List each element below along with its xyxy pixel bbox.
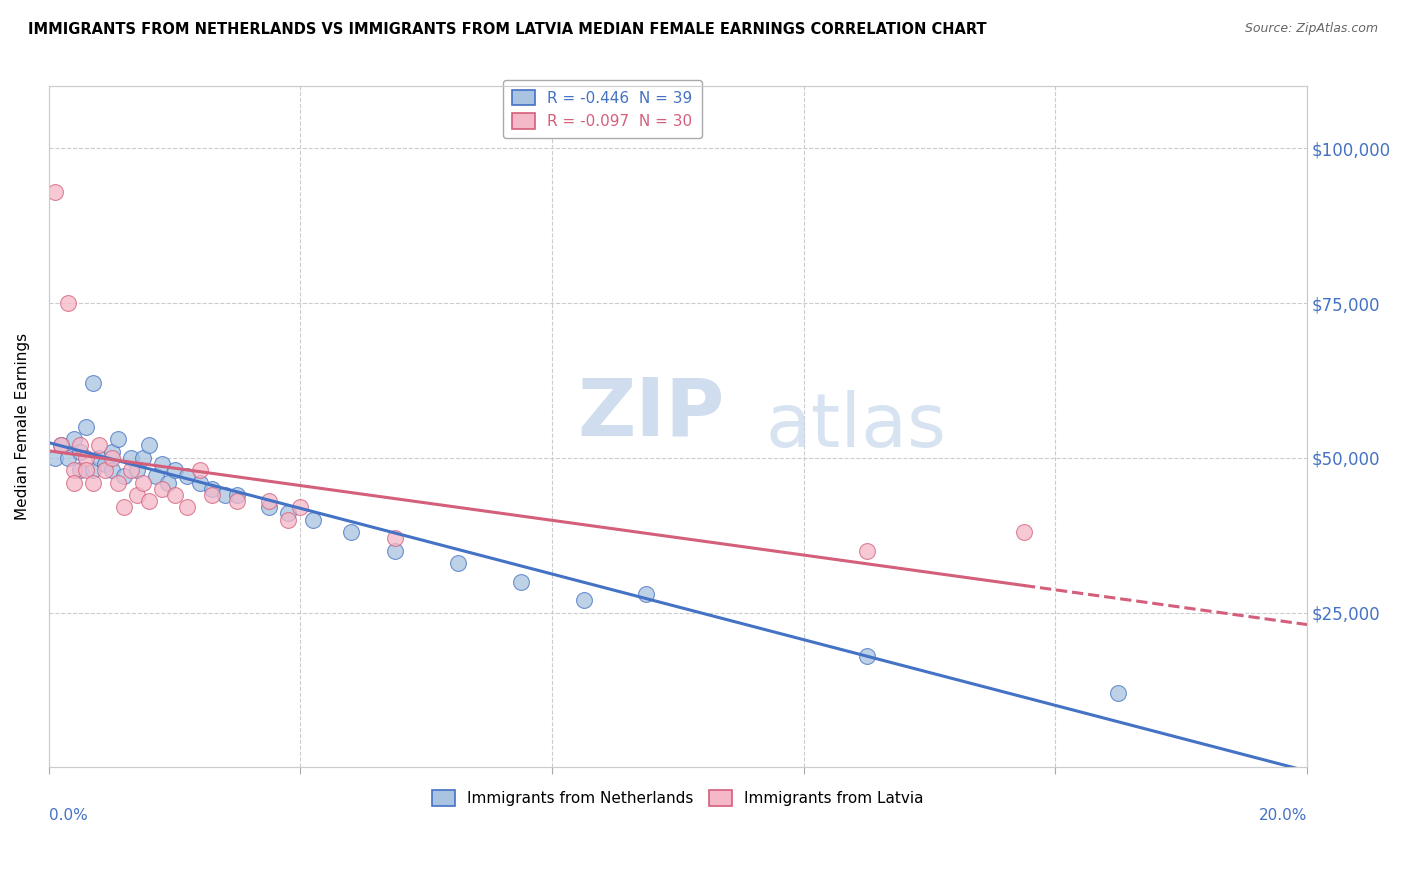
Point bbox=[132, 450, 155, 465]
Point bbox=[69, 438, 91, 452]
Point bbox=[63, 463, 86, 477]
Point bbox=[855, 648, 877, 663]
Text: 20.0%: 20.0% bbox=[1258, 808, 1308, 823]
Point bbox=[384, 531, 406, 545]
Point bbox=[138, 438, 160, 452]
Point bbox=[69, 463, 91, 477]
Point bbox=[94, 463, 117, 477]
Point bbox=[855, 543, 877, 558]
Point bbox=[188, 463, 211, 477]
Point bbox=[120, 463, 142, 477]
Point bbox=[176, 500, 198, 515]
Point bbox=[1107, 686, 1129, 700]
Point bbox=[125, 463, 148, 477]
Point bbox=[87, 438, 110, 452]
Point bbox=[94, 457, 117, 471]
Point bbox=[76, 463, 98, 477]
Point bbox=[257, 500, 280, 515]
Point bbox=[150, 482, 173, 496]
Text: ZIP: ZIP bbox=[578, 375, 724, 452]
Point bbox=[447, 556, 470, 570]
Point bbox=[132, 475, 155, 490]
Point bbox=[120, 450, 142, 465]
Point bbox=[82, 376, 104, 391]
Point bbox=[82, 475, 104, 490]
Point bbox=[56, 450, 79, 465]
Point bbox=[51, 438, 73, 452]
Point bbox=[44, 450, 66, 465]
Point bbox=[145, 469, 167, 483]
Point bbox=[112, 500, 135, 515]
Text: 0.0%: 0.0% bbox=[49, 808, 87, 823]
Point bbox=[112, 469, 135, 483]
Point bbox=[257, 494, 280, 508]
Point bbox=[290, 500, 312, 515]
Text: IMMIGRANTS FROM NETHERLANDS VS IMMIGRANTS FROM LATVIA MEDIAN FEMALE EARNINGS COR: IMMIGRANTS FROM NETHERLANDS VS IMMIGRANT… bbox=[28, 22, 987, 37]
Point bbox=[188, 475, 211, 490]
Point bbox=[157, 475, 180, 490]
Point bbox=[226, 488, 249, 502]
Legend: Immigrants from Netherlands, Immigrants from Latvia: Immigrants from Netherlands, Immigrants … bbox=[425, 783, 931, 814]
Point bbox=[163, 463, 186, 477]
Point bbox=[76, 450, 98, 465]
Point bbox=[69, 444, 91, 458]
Point bbox=[100, 444, 122, 458]
Point bbox=[56, 296, 79, 310]
Y-axis label: Median Female Earnings: Median Female Earnings bbox=[15, 334, 30, 520]
Point bbox=[125, 488, 148, 502]
Point bbox=[107, 475, 129, 490]
Point bbox=[302, 513, 325, 527]
Point bbox=[150, 457, 173, 471]
Point bbox=[339, 524, 361, 539]
Point bbox=[44, 185, 66, 199]
Point bbox=[1012, 524, 1035, 539]
Point bbox=[63, 475, 86, 490]
Point bbox=[107, 432, 129, 446]
Point bbox=[277, 507, 299, 521]
Point bbox=[226, 494, 249, 508]
Point bbox=[509, 574, 531, 589]
Point bbox=[63, 432, 86, 446]
Point bbox=[201, 482, 224, 496]
Point bbox=[163, 488, 186, 502]
Text: Source: ZipAtlas.com: Source: ZipAtlas.com bbox=[1244, 22, 1378, 36]
Point bbox=[51, 438, 73, 452]
Point bbox=[87, 450, 110, 465]
Point bbox=[636, 587, 658, 601]
Text: atlas: atlas bbox=[766, 391, 948, 463]
Point bbox=[100, 450, 122, 465]
Point bbox=[100, 463, 122, 477]
Point bbox=[76, 419, 98, 434]
Point bbox=[176, 469, 198, 483]
Point bbox=[201, 488, 224, 502]
Point bbox=[277, 513, 299, 527]
Point bbox=[384, 543, 406, 558]
Point bbox=[572, 593, 595, 607]
Point bbox=[82, 463, 104, 477]
Point bbox=[138, 494, 160, 508]
Point bbox=[214, 488, 236, 502]
